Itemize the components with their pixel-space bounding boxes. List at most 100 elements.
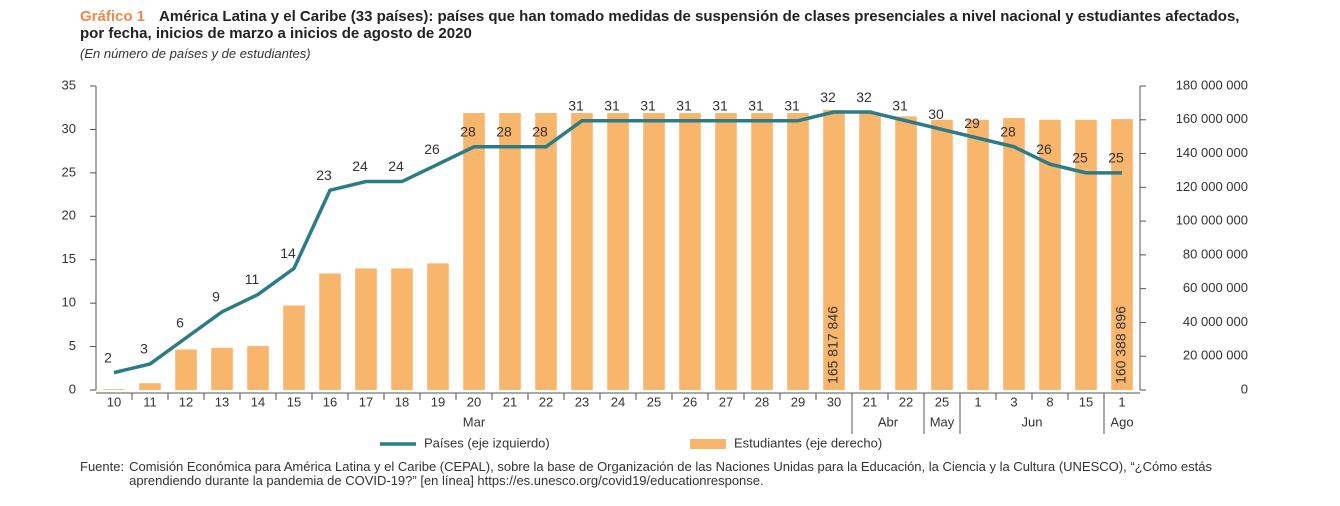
bar <box>643 113 665 390</box>
x-tick-label: 25 <box>935 394 949 409</box>
y2-tick-label: 160 000 000 <box>1176 111 1248 126</box>
x-tick-label: 22 <box>539 394 553 409</box>
y-tick-label: 0 <box>69 381 76 396</box>
y-tick-label: 10 <box>62 295 76 310</box>
x-tick-label: 1 <box>1118 394 1125 409</box>
line-value-label: 31 <box>892 97 908 113</box>
x-tick-label: 23 <box>575 394 589 409</box>
x-tick-label: 29 <box>791 394 805 409</box>
bar-value-label: 160 388 896 <box>1113 306 1129 384</box>
y-tick-label: 30 <box>62 121 76 136</box>
x-tick-label: 30 <box>827 394 841 409</box>
line-value-label: 2 <box>104 349 112 365</box>
line-value-label: 9 <box>212 289 220 305</box>
bar <box>391 268 413 390</box>
line-value-label: 26 <box>424 141 440 157</box>
bar <box>859 113 881 390</box>
bar <box>895 116 917 390</box>
x-tick-label: 18 <box>395 394 409 409</box>
x-tick-label: 19 <box>431 394 445 409</box>
x-tick-label: 28 <box>755 394 769 409</box>
bar <box>427 263 449 390</box>
x-tick-label: 13 <box>215 394 229 409</box>
y2-tick-label: 140 000 000 <box>1176 145 1248 160</box>
bar <box>463 113 485 390</box>
line-value-label: 31 <box>676 97 692 113</box>
x-tick-label: 15 <box>287 394 301 409</box>
line-value-label: 31 <box>784 97 800 113</box>
x-tick-label: 24 <box>611 394 625 409</box>
x-group-label: Jun <box>1022 414 1043 429</box>
line-value-label: 30 <box>928 106 944 122</box>
y2-tick-label: 180 000 000 <box>1176 77 1248 92</box>
line-value-label: 3 <box>140 341 148 357</box>
bar <box>175 349 197 390</box>
line-value-label: 32 <box>856 89 872 105</box>
bar <box>247 346 269 390</box>
y-tick-label: 25 <box>62 164 76 179</box>
bar <box>751 113 773 390</box>
y2-tick-label: 120 000 000 <box>1176 179 1248 194</box>
line-value-label: 23 <box>316 167 332 183</box>
bar <box>355 268 377 390</box>
x-tick-label: 8 <box>1046 394 1053 409</box>
x-tick-label: 10 <box>107 394 121 409</box>
x-tick-label: 11 <box>143 394 157 409</box>
bar <box>787 113 809 390</box>
bar <box>967 120 989 390</box>
x-tick-label: 27 <box>719 394 733 409</box>
line-value-label: 11 <box>245 271 260 287</box>
x-group-label: Abr <box>878 414 899 429</box>
bar <box>607 113 629 390</box>
bar <box>319 273 341 390</box>
line-value-label: 14 <box>280 245 296 261</box>
bar <box>535 113 557 390</box>
bar <box>139 383 161 390</box>
line-value-label: 26 <box>1036 141 1052 157</box>
y2-tick-label: 60 000 000 <box>1183 280 1248 295</box>
x-tick-label: 3 <box>1010 394 1017 409</box>
bar <box>931 120 953 390</box>
x-group-label: Ago <box>1110 414 1133 429</box>
x-tick-label: 14 <box>251 394 265 409</box>
y-tick-label: 5 <box>69 338 76 353</box>
y2-tick-label: 40 000 000 <box>1183 314 1248 329</box>
y-tick-label: 35 <box>62 77 76 92</box>
x-tick-label: 20 <box>467 394 481 409</box>
line-value-label: 31 <box>748 97 764 113</box>
line-value-label: 6 <box>176 315 184 331</box>
x-tick-label: 22 <box>899 394 913 409</box>
x-group-label: May <box>930 414 955 429</box>
line-value-label: 32 <box>820 89 836 105</box>
source-label: Fuente: <box>80 460 124 488</box>
y-tick-label: 20 <box>62 208 76 223</box>
y-tick-label: 15 <box>62 251 76 266</box>
line-value-label: 24 <box>352 158 368 174</box>
line-value-label: 31 <box>640 97 656 113</box>
line-value-label: 25 <box>1072 150 1088 166</box>
bar-value-label: 165 817 846 <box>825 306 841 384</box>
line-value-label: 31 <box>604 97 620 113</box>
legend-label: Países (eje izquierdo) <box>424 435 550 450</box>
y2-tick-label: 80 000 000 <box>1183 246 1248 261</box>
x-tick-label: 25 <box>647 394 661 409</box>
x-tick-label: 1 <box>974 394 981 409</box>
x-tick-label: 16 <box>323 394 337 409</box>
bar <box>283 306 305 390</box>
legend-swatch <box>690 439 726 449</box>
y2-tick-label: 0 <box>1241 381 1248 396</box>
page: Gráfico 1América Latina y el Caribe (33 … <box>0 0 1340 506</box>
x-tick-label: 26 <box>683 394 697 409</box>
line-value-label: 29 <box>964 115 980 131</box>
bar <box>103 389 125 390</box>
bar <box>211 348 233 390</box>
bar <box>715 113 737 390</box>
line-value-label: 28 <box>532 124 548 140</box>
x-tick-label: 17 <box>359 394 373 409</box>
bar <box>499 113 521 390</box>
bar <box>679 113 701 390</box>
source-text: Comisión Económica para América Latina y… <box>129 460 1280 488</box>
y2-tick-label: 100 000 000 <box>1176 213 1248 228</box>
x-tick-label: 15 <box>1079 394 1093 409</box>
